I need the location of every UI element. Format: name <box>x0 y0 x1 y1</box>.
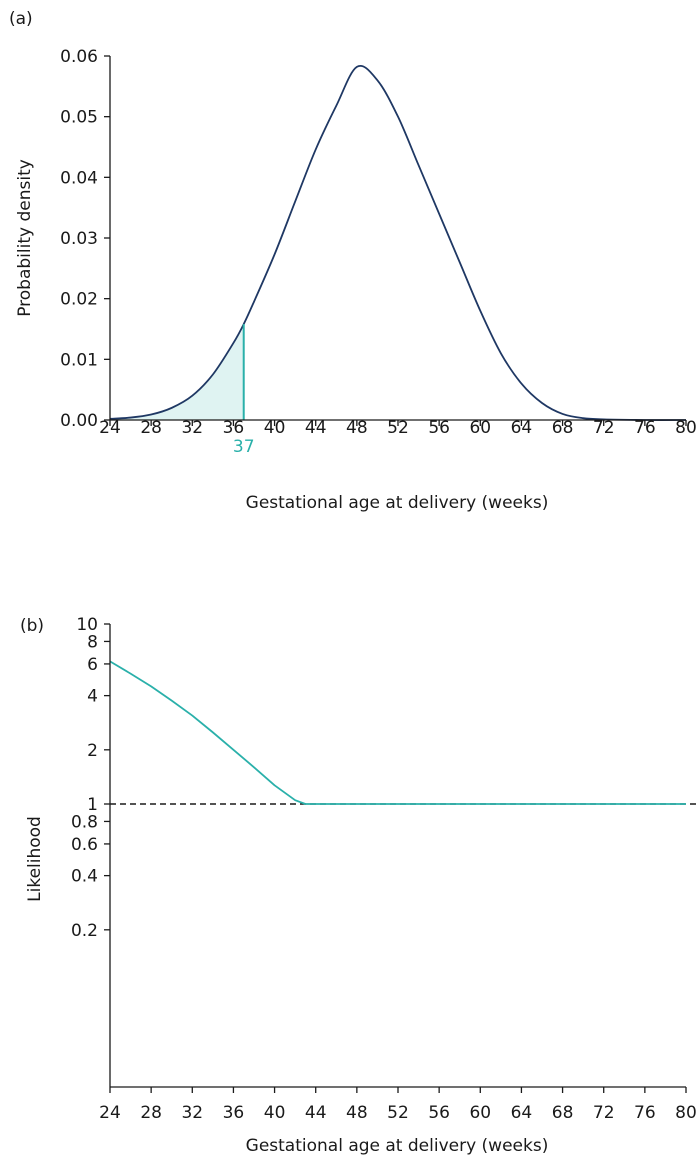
y-tick-label: 0.05 <box>60 108 98 128</box>
x-tick-label: 68 <box>552 1103 574 1123</box>
likelihood-curve <box>109 660 686 805</box>
panel-b-label: (b) <box>20 616 44 636</box>
x-tick-label: 36 <box>223 1103 245 1123</box>
panel-a-y-axis-title: Probability density <box>15 159 35 317</box>
shaded-area <box>110 324 244 420</box>
x-tick-label: 72 <box>593 1103 615 1123</box>
density-curve <box>109 65 687 421</box>
cutoff-marker-label: 37 <box>233 437 255 457</box>
panel-b-x-axis-title: Gestational age at delivery (weeks) <box>246 1136 549 1156</box>
y-tick-label: 4 <box>87 687 98 707</box>
x-tick-label: 32 <box>181 1103 203 1123</box>
y-tick-label: 0.02 <box>60 290 98 310</box>
x-tick-label: 56 <box>428 1103 450 1123</box>
panel-a-x-axis-title: Gestational age at delivery (weeks) <box>246 493 549 513</box>
x-tick-label: 28 <box>140 1103 162 1123</box>
y-tick-label: 0.2 <box>71 921 98 941</box>
x-tick-label: 44 <box>305 418 327 438</box>
x-tick-label: 76 <box>634 1103 656 1123</box>
x-tick-label: 52 <box>387 418 409 438</box>
y-tick-label: 0.04 <box>60 168 98 188</box>
x-tick-label: 28 <box>140 418 162 438</box>
x-tick-label: 48 <box>346 418 368 438</box>
y-tick-label: 0.03 <box>60 229 98 249</box>
y-tick-label: 0.00 <box>60 411 98 431</box>
x-tick-label: 40 <box>264 1103 286 1123</box>
x-tick-label: 64 <box>511 418 533 438</box>
x-tick-label: 80 <box>675 1103 697 1123</box>
x-tick-label: 80 <box>675 418 697 438</box>
y-tick-label: 0.8 <box>71 812 98 832</box>
x-tick-label: 32 <box>181 418 203 438</box>
x-tick-label: 60 <box>469 418 491 438</box>
panel-a: (a) 37 0.00 0.01 0.02 0.03 0.04 0.05 0.06 24 28 3… <box>9 9 697 513</box>
y-tick-label: 6 <box>87 655 98 675</box>
y-tick-label: 0.01 <box>60 350 98 370</box>
x-tick-label: 36 <box>223 418 245 438</box>
y-tick-label: 10 <box>76 615 98 635</box>
y-tick-label: 1 <box>87 795 98 815</box>
y-tick-label: 0.4 <box>71 867 98 887</box>
panel-a-label: (a) <box>9 9 33 29</box>
y-tick-label: 2 <box>87 741 98 761</box>
panel-b-y-axis-title: Likelihood <box>25 816 45 902</box>
x-tick-label: 76 <box>634 418 656 438</box>
x-tick-label: 48 <box>346 1103 368 1123</box>
y-tick-label: 0.06 <box>60 47 98 67</box>
x-tick-label: 68 <box>552 418 574 438</box>
x-tick-label: 40 <box>264 418 286 438</box>
x-tick-label: 56 <box>428 418 450 438</box>
x-tick-label: 24 <box>99 418 121 438</box>
x-tick-label: 52 <box>387 1103 409 1123</box>
x-tick-label: 72 <box>593 418 615 438</box>
x-tick-label: 60 <box>469 1103 491 1123</box>
y-tick-label: 8 <box>87 632 98 652</box>
x-tick-label: 24 <box>99 1103 121 1123</box>
x-tick-label: 44 <box>305 1103 327 1123</box>
y-tick-label: 0.6 <box>71 835 98 855</box>
x-tick-label: 64 <box>511 1103 533 1123</box>
